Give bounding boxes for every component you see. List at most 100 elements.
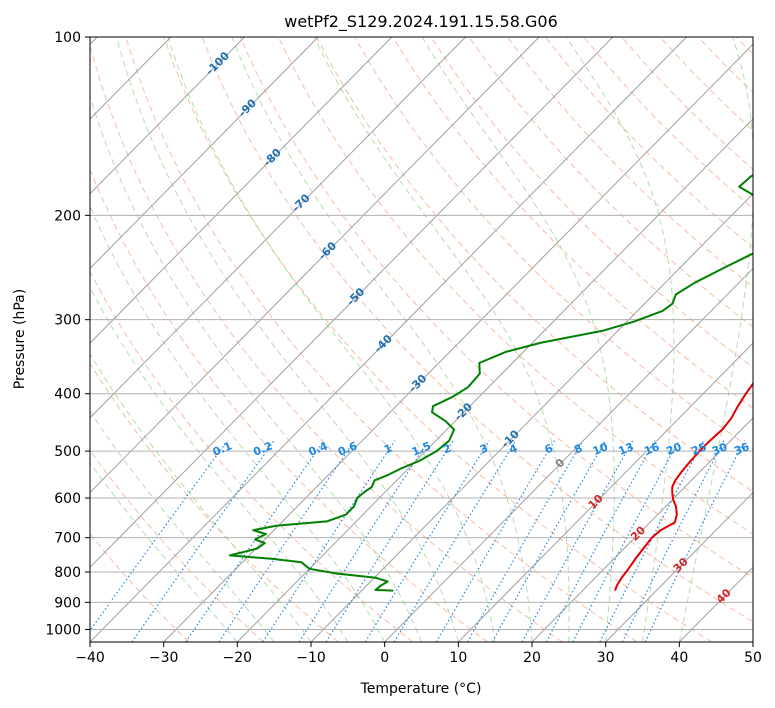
dry-adiabat (90, 43, 563, 642)
y-tick-label: 400 (54, 387, 81, 403)
dry-adiabat (697, 37, 753, 93)
mixing-ratio-line (545, 440, 656, 642)
mixing-ratio-label: 3 (478, 442, 490, 457)
isotherm-line (678, 566, 753, 642)
mixing-ratio-line (491, 440, 607, 642)
x-tick-label: −20 (223, 650, 253, 666)
mixing-ratio-line (262, 440, 396, 642)
series-layer (228, 174, 753, 592)
dry-adiabat (659, 37, 753, 132)
isotherm-line (310, 193, 753, 642)
dry-adiabat (354, 37, 753, 451)
isotherm-line (605, 491, 753, 642)
isotherm-line (90, 37, 466, 419)
moist-adiabat (90, 410, 275, 642)
y-tick-label: 800 (54, 565, 81, 581)
dry-adiabat (201, 37, 753, 623)
x-tick-label: 50 (744, 650, 762, 666)
isotherm-line (90, 37, 540, 494)
mixing-ratio-line (466, 440, 584, 642)
x-tick-label: −30 (149, 650, 179, 666)
dry-adiabat (316, 37, 753, 493)
y-tick-label: 600 (54, 491, 81, 507)
dewpoint-line (228, 174, 753, 592)
moist-adiabat (90, 286, 349, 642)
isotherm-line (384, 267, 753, 642)
mixing-ratio-label: 0.2 (251, 439, 274, 458)
mixing-ratio-label: 1 (382, 442, 394, 457)
x-axis: −40 −30 −20 −10 0 10 20 30 40 50 (75, 642, 762, 666)
mixing-ratio-label: 25 (689, 440, 708, 458)
moist-adiabat (90, 204, 386, 642)
dry-adiabat (735, 37, 753, 55)
dry-adiabat (90, 449, 264, 642)
y-tick-label: 900 (54, 595, 81, 611)
mixing-ratio-label: 20 (664, 440, 683, 458)
background-lines (90, 37, 753, 642)
isotherm-line (163, 43, 753, 642)
moist-adiabat (565, 37, 675, 642)
y-axis-label: Pressure (hPa) (12, 289, 28, 389)
y-tick-label: 500 (54, 444, 81, 460)
mixing-ratio-line (621, 440, 725, 642)
y-tick-label: 200 (54, 208, 81, 224)
mixing-ratio-line (435, 440, 556, 642)
mixing-ratio-line (298, 440, 430, 642)
dry-adiabat (125, 37, 638, 642)
isotherm-line (90, 37, 614, 568)
dry-adiabat (90, 168, 488, 642)
chart-title: wetPf2_S129.2024.191.15.58.G06 (284, 12, 558, 32)
moist-adiabat (90, 462, 238, 642)
x-tick-label: −40 (75, 650, 105, 666)
dry-adiabat (90, 362, 339, 642)
mixing-ratio-line (185, 440, 325, 642)
x-tick-label: 20 (523, 650, 541, 666)
y-tick-label: 300 (54, 313, 81, 329)
mixing-ratio-label: 30 (710, 440, 729, 458)
moist-adiabat (116, 37, 459, 642)
y-axis: 100 200 300 400 500 600 700 800 900 1000 (45, 30, 90, 638)
moist-adiabat (313, 37, 570, 642)
mixing-ratio-label: 2 (441, 442, 453, 457)
moist-adiabat (678, 37, 753, 642)
mixing-ratio-line (599, 440, 705, 642)
temperature-line (614, 381, 753, 591)
isotherm-line (531, 417, 753, 642)
dry-adiabat (506, 37, 753, 288)
dry-adiabat (468, 37, 753, 328)
isotherm-line (90, 37, 245, 195)
mixing-ratio-line (644, 440, 746, 642)
mixing-ratio-line (90, 440, 228, 632)
moist-adiabat (421, 37, 615, 642)
dry-adiabat (277, 37, 753, 535)
dry-adiabat (430, 37, 753, 368)
dry-adiabat (239, 37, 753, 579)
mixing-ratio-line (364, 440, 490, 642)
mixing-ratio-label: 13 (617, 440, 636, 458)
dry-adiabat (545, 37, 753, 249)
mixing-ratio-line (521, 440, 634, 642)
moist-adiabat (231, 37, 533, 642)
mixing-ratio-label: 4 (507, 442, 519, 457)
x-tick-label: 30 (597, 650, 615, 666)
mixing-ratio-label: 0.1 (211, 439, 234, 458)
isotherm-line (90, 37, 319, 270)
mixing-ratio-label: 0.4 (307, 439, 330, 458)
mixing-ratio-label: 16 (642, 440, 661, 458)
dry-adiabat (163, 37, 712, 642)
mixing-ratio-line (131, 440, 275, 642)
x-tick-label: 40 (670, 650, 688, 666)
pressure-grid (90, 37, 753, 630)
dry-adiabat (90, 533, 190, 642)
isotherm-line (236, 118, 753, 642)
mixing-ratio-line (325, 440, 454, 642)
mixing-ratio-label: 10 (591, 440, 610, 458)
x-axis-label: Temperature (°C) (360, 681, 482, 697)
x-tick-label: 0 (380, 650, 389, 666)
dry-adiabat (90, 270, 414, 642)
moist-adiabat (167, 37, 496, 642)
y-tick-label: 100 (54, 30, 81, 46)
isotherm-line (752, 641, 753, 642)
dry-adiabat (392, 37, 753, 409)
